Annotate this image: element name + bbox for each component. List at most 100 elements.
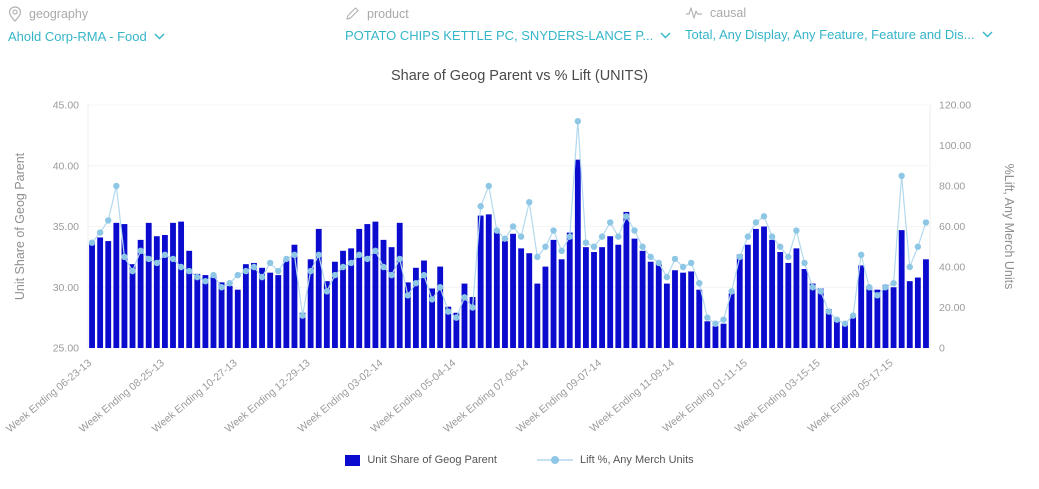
bar[interactable] bbox=[380, 239, 387, 348]
line-point[interactable] bbox=[728, 288, 735, 295]
bar[interactable] bbox=[866, 286, 873, 348]
line-point[interactable] bbox=[914, 243, 922, 250]
line-point[interactable] bbox=[687, 259, 695, 267]
bar[interactable] bbox=[299, 312, 306, 348]
line-point[interactable] bbox=[615, 233, 622, 240]
bar[interactable] bbox=[412, 267, 419, 348]
bar[interactable] bbox=[672, 270, 678, 348]
line-point[interactable] bbox=[550, 227, 557, 234]
line-point[interactable] bbox=[898, 172, 905, 180]
line-point[interactable] bbox=[501, 235, 509, 242]
line-point[interactable] bbox=[420, 271, 428, 279]
bar[interactable] bbox=[137, 239, 144, 348]
line-point[interactable] bbox=[558, 247, 565, 254]
line-point[interactable] bbox=[153, 259, 161, 267]
line-point[interactable] bbox=[590, 243, 598, 250]
line-point[interactable] bbox=[161, 251, 169, 259]
bar[interactable] bbox=[251, 262, 257, 348]
line-point[interactable] bbox=[186, 267, 193, 275]
line-point[interactable] bbox=[874, 292, 881, 299]
line-point[interactable] bbox=[817, 288, 824, 295]
bar[interactable] bbox=[591, 252, 597, 348]
bar[interactable] bbox=[153, 236, 160, 348]
chevron-down-icon[interactable] bbox=[982, 31, 993, 38]
bar[interactable] bbox=[364, 224, 371, 348]
bar[interactable] bbox=[404, 282, 411, 348]
line-point[interactable] bbox=[453, 314, 460, 321]
line-point[interactable] bbox=[720, 316, 727, 323]
line-point[interactable] bbox=[137, 247, 144, 254]
bar[interactable] bbox=[445, 306, 452, 348]
bar[interactable] bbox=[712, 326, 719, 348]
bar[interactable] bbox=[453, 312, 460, 348]
bar[interactable] bbox=[825, 309, 832, 348]
product-dropdown[interactable]: POTATO CHIPS KETTLE PC, SNYDERS-LANCE P.… bbox=[345, 28, 671, 43]
bar[interactable] bbox=[226, 286, 233, 348]
bar[interactable] bbox=[194, 273, 201, 348]
bar[interactable] bbox=[121, 224, 128, 348]
line-point[interactable] bbox=[380, 263, 387, 271]
bar[interactable] bbox=[728, 293, 735, 348]
bar[interactable] bbox=[882, 284, 889, 348]
line-point[interactable] bbox=[339, 263, 347, 271]
line-point[interactable] bbox=[655, 259, 662, 267]
bar[interactable] bbox=[461, 283, 468, 348]
line-point[interactable] bbox=[412, 280, 420, 287]
bar[interactable] bbox=[558, 259, 565, 348]
bar[interactable] bbox=[502, 241, 508, 348]
line-point[interactable] bbox=[347, 259, 355, 267]
bar[interactable] bbox=[332, 261, 338, 348]
line-point[interactable] bbox=[760, 213, 768, 220]
bar[interactable] bbox=[429, 288, 435, 348]
line-point[interactable] bbox=[574, 118, 582, 125]
bar[interactable] bbox=[218, 282, 225, 348]
bar[interactable] bbox=[744, 244, 751, 348]
line-point[interactable] bbox=[299, 312, 306, 319]
line-point[interactable] bbox=[866, 284, 873, 291]
bar[interactable] bbox=[874, 289, 881, 348]
line-point[interactable] bbox=[234, 271, 241, 279]
bar[interactable] bbox=[283, 260, 290, 348]
line-point[interactable] bbox=[566, 233, 573, 240]
line-point[interactable] bbox=[509, 223, 517, 230]
bar[interactable] bbox=[234, 289, 241, 348]
line-point[interactable] bbox=[194, 273, 201, 281]
line-point[interactable] bbox=[364, 255, 371, 263]
line-point[interactable] bbox=[582, 239, 590, 246]
line-point[interactable] bbox=[275, 267, 282, 275]
chevron-down-icon[interactable] bbox=[660, 32, 671, 39]
line-point[interactable] bbox=[283, 255, 290, 263]
line-point[interactable] bbox=[801, 259, 808, 267]
bar[interactable] bbox=[113, 222, 120, 348]
line-point[interactable] bbox=[242, 267, 250, 275]
line-point[interactable] bbox=[882, 284, 889, 291]
line-point[interactable] bbox=[250, 263, 258, 271]
line-point[interactable] bbox=[323, 288, 331, 295]
bar[interactable] bbox=[720, 323, 727, 348]
bar[interactable] bbox=[639, 250, 646, 348]
bar[interactable] bbox=[129, 264, 136, 348]
bar[interactable] bbox=[688, 271, 695, 348]
bar[interactable] bbox=[785, 262, 792, 348]
bar[interactable] bbox=[655, 264, 662, 348]
bar[interactable] bbox=[801, 269, 808, 348]
line-point[interactable] bbox=[96, 229, 104, 236]
line-point[interactable] bbox=[841, 320, 849, 327]
bar[interactable] bbox=[914, 277, 921, 348]
line-point[interactable] bbox=[825, 308, 832, 315]
line-point[interactable] bbox=[663, 273, 671, 281]
bar[interactable] bbox=[663, 283, 670, 348]
line-point[interactable] bbox=[526, 199, 533, 206]
line-point[interactable] bbox=[607, 219, 614, 226]
chevron-down-icon[interactable] bbox=[154, 33, 165, 40]
line-point[interactable] bbox=[534, 253, 541, 261]
line-point[interactable] bbox=[623, 213, 630, 220]
bar[interactable] bbox=[518, 248, 525, 348]
line-point[interactable] bbox=[679, 263, 687, 271]
line-point[interactable] bbox=[542, 243, 549, 250]
bar[interactable] bbox=[696, 289, 703, 348]
bar[interactable] bbox=[534, 283, 541, 348]
bar[interactable] bbox=[186, 250, 193, 348]
bar[interactable] bbox=[485, 214, 492, 348]
bar[interactable] bbox=[421, 260, 427, 348]
